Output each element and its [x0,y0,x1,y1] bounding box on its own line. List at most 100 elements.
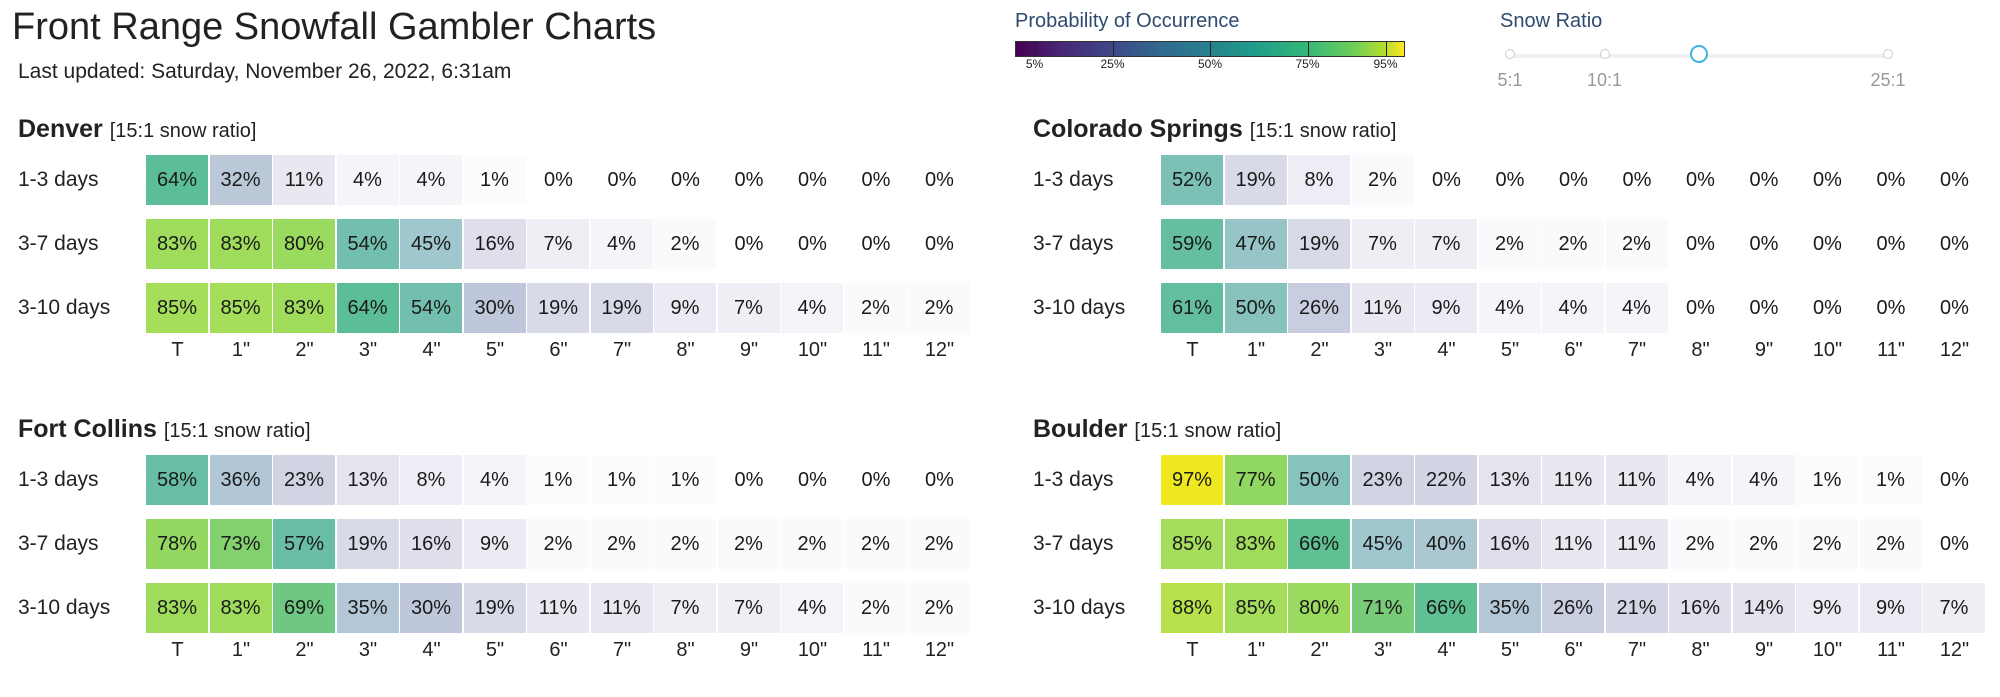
column-label: 4" [1437,339,1456,361]
probability-cell: 97% [1161,455,1224,505]
slider-stop-dot[interactable] [1883,49,1893,59]
probability-cell: 19% [1224,155,1288,205]
snow-ratio-slider[interactable]: Snow Ratio 5:1 10:1 25:1 [1497,10,1940,90]
probability-cell: 0% [908,155,971,205]
ratio-note: [15:1 snow ratio] [1134,420,1282,442]
city-name: Colorado Springs [1033,115,1250,143]
column-label: 12" [1939,639,1970,661]
probability-cell: 0% [844,219,908,269]
probability-cell: 16% [400,519,463,569]
chart-panel-denver: Denver [15:1 snow ratio] 1-3 days 64% 32% 11… [18,115,978,361]
probability-cell: 71% [1351,583,1415,633]
probability-cell: 0% [590,155,654,205]
column-label: 8" [1691,639,1710,661]
column-label: 4" [422,639,441,661]
probability-cell: 11% [1542,455,1605,505]
column-label: 8" [1691,339,1710,361]
probability-cell: 4% [781,583,844,633]
probability-cell: 0% [717,219,781,269]
legend-tick-label: 5% [1025,57,1044,71]
probability-cell: 1% [527,455,590,505]
legend-tick-label: 75% [1295,57,1320,71]
city-name: Boulder [1033,415,1135,443]
probability-cell: 88% [1161,583,1224,633]
probability-cell: 0% [1923,155,1986,205]
probability-cell: 2% [1796,519,1859,569]
probability-cell: 13% [336,455,400,505]
probability-cell: 9% [654,283,717,333]
probability-cell: 19% [1288,219,1351,269]
probability-cell: 40% [1415,519,1478,569]
city-name: Denver [18,115,110,143]
probability-cell: 2% [1732,519,1796,569]
slider-stop-dot[interactable] [1505,49,1515,59]
probability-cell: 83% [209,219,273,269]
probability-cell: 77% [1224,455,1288,505]
row-label: 3-10 days [1033,596,1126,619]
last-updated: Last updated: Saturday, November 26, 202… [18,60,512,83]
probability-cell: 11% [1605,455,1669,505]
probability-cell: 0% [1859,283,1923,333]
probability-cell: 0% [1732,155,1796,205]
probability-cell: 4% [1732,455,1796,505]
column-label: 1" [1246,339,1266,361]
ratio-note: [15:1 snow ratio] [1249,120,1397,142]
row-label: 1-3 days [1033,468,1114,491]
probability-cell: 11% [1351,283,1415,333]
probability-cell: 23% [1351,455,1415,505]
probability-cell: 2% [781,519,844,569]
probability-cell: 54% [336,219,400,269]
column-label: 7" [1627,639,1647,661]
probability-cell: 73% [209,519,273,569]
probability-cell: 2% [654,519,717,569]
probability-cell: 50% [1288,455,1351,505]
probability-cell: 45% [400,219,463,269]
legend-tick-mark [1112,41,1114,57]
column-label: 4" [422,339,441,361]
probability-cell: 11% [1605,519,1669,569]
probability-cell: 9% [463,519,527,569]
probability-cell: 85% [146,283,209,333]
row-label: 3-10 days [18,596,111,619]
column-label: 3" [358,339,378,361]
legend-tick-mark [1210,41,1211,57]
slider-handle[interactable] [1690,45,1708,63]
row-label: 3-7 days [1033,532,1114,555]
probability-cell: 0% [844,455,908,505]
column-label: 12" [924,339,955,361]
column-label: 2" [1310,339,1329,361]
probability-cell: 0% [908,219,971,269]
chart-panel-colorado-springs: Colorado Springs [15:1 snow ratio] 1-3 da… [1033,115,1993,361]
column-label: 12" [924,639,955,661]
probability-cell: 0% [844,155,908,205]
probability-cell: 59% [1161,219,1224,269]
probability-cell: 11% [590,583,654,633]
probability-cell: 11% [273,155,336,205]
slider-stop-dot[interactable] [1599,49,1610,59]
probability-cell: 0% [654,155,717,205]
column-label: 11" [862,339,890,361]
probability-cell: 0% [908,455,971,505]
table-row: 1-3 days 64% 32% 11% 4% 4% 1% 0% 0% 0% 0% 0% 0% 0% [18,155,978,205]
probability-cell: 2% [1478,219,1542,269]
probability-cell: 13% [1478,455,1542,505]
page-title: Front Range Snowfall Gambler Charts [12,6,657,48]
probability-cell: 0% [1478,155,1542,205]
panel-title: Denver [15:1 snow ratio] [18,115,978,149]
probability-cell: 1% [590,455,654,505]
probability-cell: 0% [1669,283,1732,333]
row-label: 1-3 days [1033,168,1114,191]
probability-cell: 23% [273,455,336,505]
table-row: 3-7 days 78% 73% 57% 19% 16% 9% 2% 2% 2% 2% 2% 2% 2% [18,519,978,569]
column-label: 11" [1877,639,1905,661]
panel-title: Colorado Springs [15:1 snow ratio] [1033,115,1993,149]
probability-cell: 19% [590,283,654,333]
table-row: 3-10 days 85% 85% 83% 64% 54% 30% 19% 19% 9% 7% 4% 2… [18,283,978,333]
column-label: 2" [295,639,314,661]
probability-cell: 80% [1288,583,1351,633]
legend-tick-mark [1307,41,1309,57]
probability-cell: 0% [1923,283,1986,333]
probability-cell: 2% [844,583,908,633]
probability-cell: 4% [463,455,527,505]
probability-cell: 2% [1669,519,1732,569]
